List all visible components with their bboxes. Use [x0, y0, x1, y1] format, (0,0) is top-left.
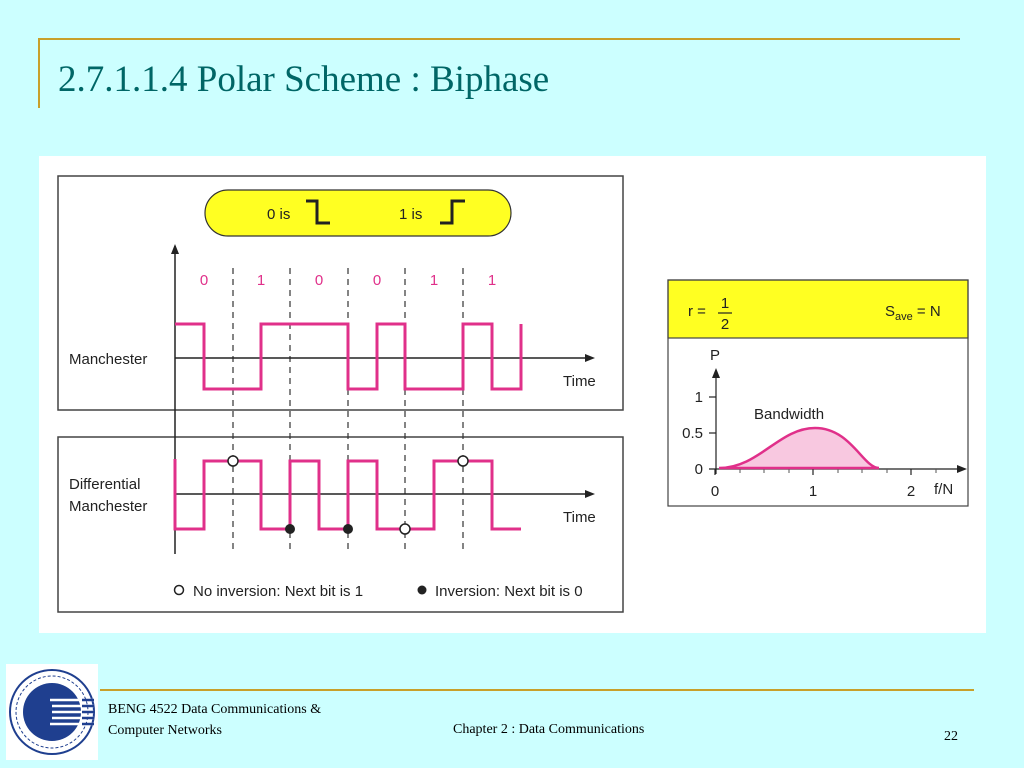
manchester-frame	[57, 175, 624, 411]
r-label: r =	[688, 303, 706, 320]
r-numerator: 1	[721, 295, 729, 312]
title-rule-left	[38, 38, 40, 108]
bit-label: 0	[315, 272, 323, 289]
bit-label: 1	[430, 272, 438, 289]
differential-time-arrow-icon	[585, 490, 595, 498]
no-inversion-marker	[227, 455, 239, 467]
title-rule-top	[38, 38, 960, 40]
bit-label: 1	[488, 272, 496, 289]
manchester-label: Manchester	[69, 351, 147, 368]
legend-filled-circle-icon	[417, 585, 427, 595]
spectrum-frame	[667, 279, 969, 507]
university-logo	[6, 664, 98, 760]
footer-page-number: 22	[944, 729, 958, 744]
footer-rule	[100, 689, 974, 691]
differential-waveform	[173, 459, 521, 531]
inversion-marker	[285, 524, 295, 534]
differential-frame	[57, 436, 624, 613]
logo-ring	[15, 675, 89, 749]
vertical-axis-arrow-icon	[171, 244, 179, 254]
one-symbol-icon	[440, 199, 465, 225]
slide-title: 2.7.1.1.4 Polar Scheme : Biphase	[58, 59, 550, 100]
no-inversion-marker	[457, 455, 469, 467]
y-tick-label: 0	[695, 461, 703, 478]
zero-is-label: 0 is	[267, 206, 290, 223]
bit-boundaries	[232, 268, 464, 554]
r-denominator: 2	[721, 316, 729, 333]
differential-label-line2: Manchester	[69, 498, 147, 515]
f-axis-label: f/N	[934, 481, 953, 498]
s-sub: ave	[895, 311, 913, 323]
no-inversion-legend: No inversion: Next bit is 1	[193, 583, 363, 600]
spectrum-header	[667, 279, 969, 339]
differential-label-line1: Differential	[69, 476, 140, 493]
bandwidth-label: Bandwidth	[754, 406, 824, 423]
differential-time-label: Time	[563, 509, 596, 526]
x-tick-label: 1	[809, 483, 817, 500]
footer-course-line2: Computer Networks	[108, 723, 222, 738]
y-tick-label: 1	[695, 389, 703, 406]
bit-label: 1	[257, 272, 265, 289]
s-ave-label: Save = N	[885, 303, 941, 323]
y-tick-label: 0.5	[682, 425, 703, 442]
no-inversion-marker	[399, 523, 411, 535]
one-is-label: 1 is	[399, 206, 422, 223]
figure-panel: 0 is 1 is 0 1 0 0 1 1 Manchester Time Di…	[39, 156, 986, 633]
x-tick-label: 2	[907, 483, 915, 500]
manchester-time-label: Time	[563, 373, 596, 390]
s-rest: = N	[913, 303, 941, 320]
p-axis-label: P	[710, 347, 720, 364]
bit-label: 0	[373, 272, 381, 289]
bit-label: 0	[200, 272, 208, 289]
encoding-legend-pill	[204, 189, 512, 237]
footer-chapter: Chapter 2 : Data Communications	[453, 722, 645, 737]
bandwidth-curve	[718, 426, 880, 470]
spectrum-y-arrow-icon	[712, 368, 720, 378]
manchester-time-arrow-icon	[585, 354, 595, 362]
footer-course-line1: BENG 4522 Data Communications &	[108, 702, 322, 717]
inversion-marker	[343, 524, 353, 534]
manchester-waveform	[175, 322, 523, 391]
x-tick-label: 0	[711, 483, 719, 500]
s-main: S	[885, 303, 895, 320]
zero-symbol-icon	[306, 199, 330, 225]
legend-open-circle-icon	[173, 584, 185, 596]
spectrum-x-arrow-icon	[957, 465, 967, 473]
inversion-legend: Inversion: Next bit is 0	[435, 583, 583, 600]
